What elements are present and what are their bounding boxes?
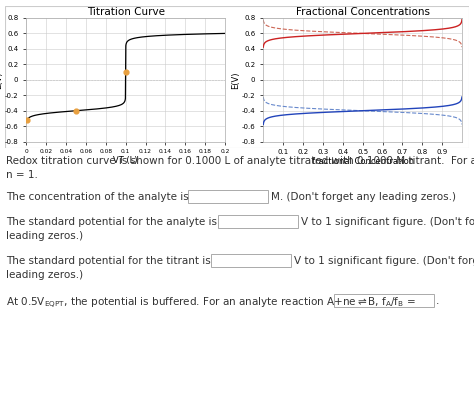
Title: Fractional Concentrations: Fractional Concentrations [296,7,429,17]
Point [72,107,80,114]
X-axis label: fractional Concentration: fractional Concentration [311,157,414,166]
Text: The standard potential for the analyte is: The standard potential for the analyte i… [6,217,217,227]
Text: .: . [436,296,439,306]
Bar [218,215,298,228]
Y-axis label: E(V): E(V) [0,71,3,89]
Bar [188,190,268,203]
Title: Titration Curve: Titration Curve [87,7,164,17]
Bar [334,294,434,306]
Text: V to 1 significant figure. (Don't forget any: V to 1 significant figure. (Don't forget… [294,257,474,267]
X-axis label: VT (L): VT (L) [113,156,138,165]
Point [122,69,129,75]
Text: The concentration of the analyte is: The concentration of the analyte is [6,192,189,202]
Text: M. (Don't forget any leading zeros.): M. (Don't forget any leading zeros.) [271,192,456,202]
Text: Redox titration curve is shown for 0.1000 L of analyte titrated with 0.1000 M ti: Redox titration curve is shown for 0.100… [6,156,474,166]
Text: At 0.5V$_{\mathrm{EQPT}}$, the potential is buffered. For an analyte reaction A+: At 0.5V$_{\mathrm{EQPT}}$, the potential… [6,296,416,311]
Text: leading zeros.): leading zeros.) [6,271,83,280]
Text: n = 1.: n = 1. [6,170,38,180]
Text: The standard potential for the titrant is: The standard potential for the titrant i… [6,257,211,267]
Y-axis label: E(V): E(V) [231,71,240,89]
Text: leading zeros.): leading zeros.) [6,231,83,241]
Point [23,117,31,123]
Text: V to 1 significant figure. (Don't forget any: V to 1 significant figure. (Don't forget… [301,217,474,227]
Bar [211,255,291,267]
